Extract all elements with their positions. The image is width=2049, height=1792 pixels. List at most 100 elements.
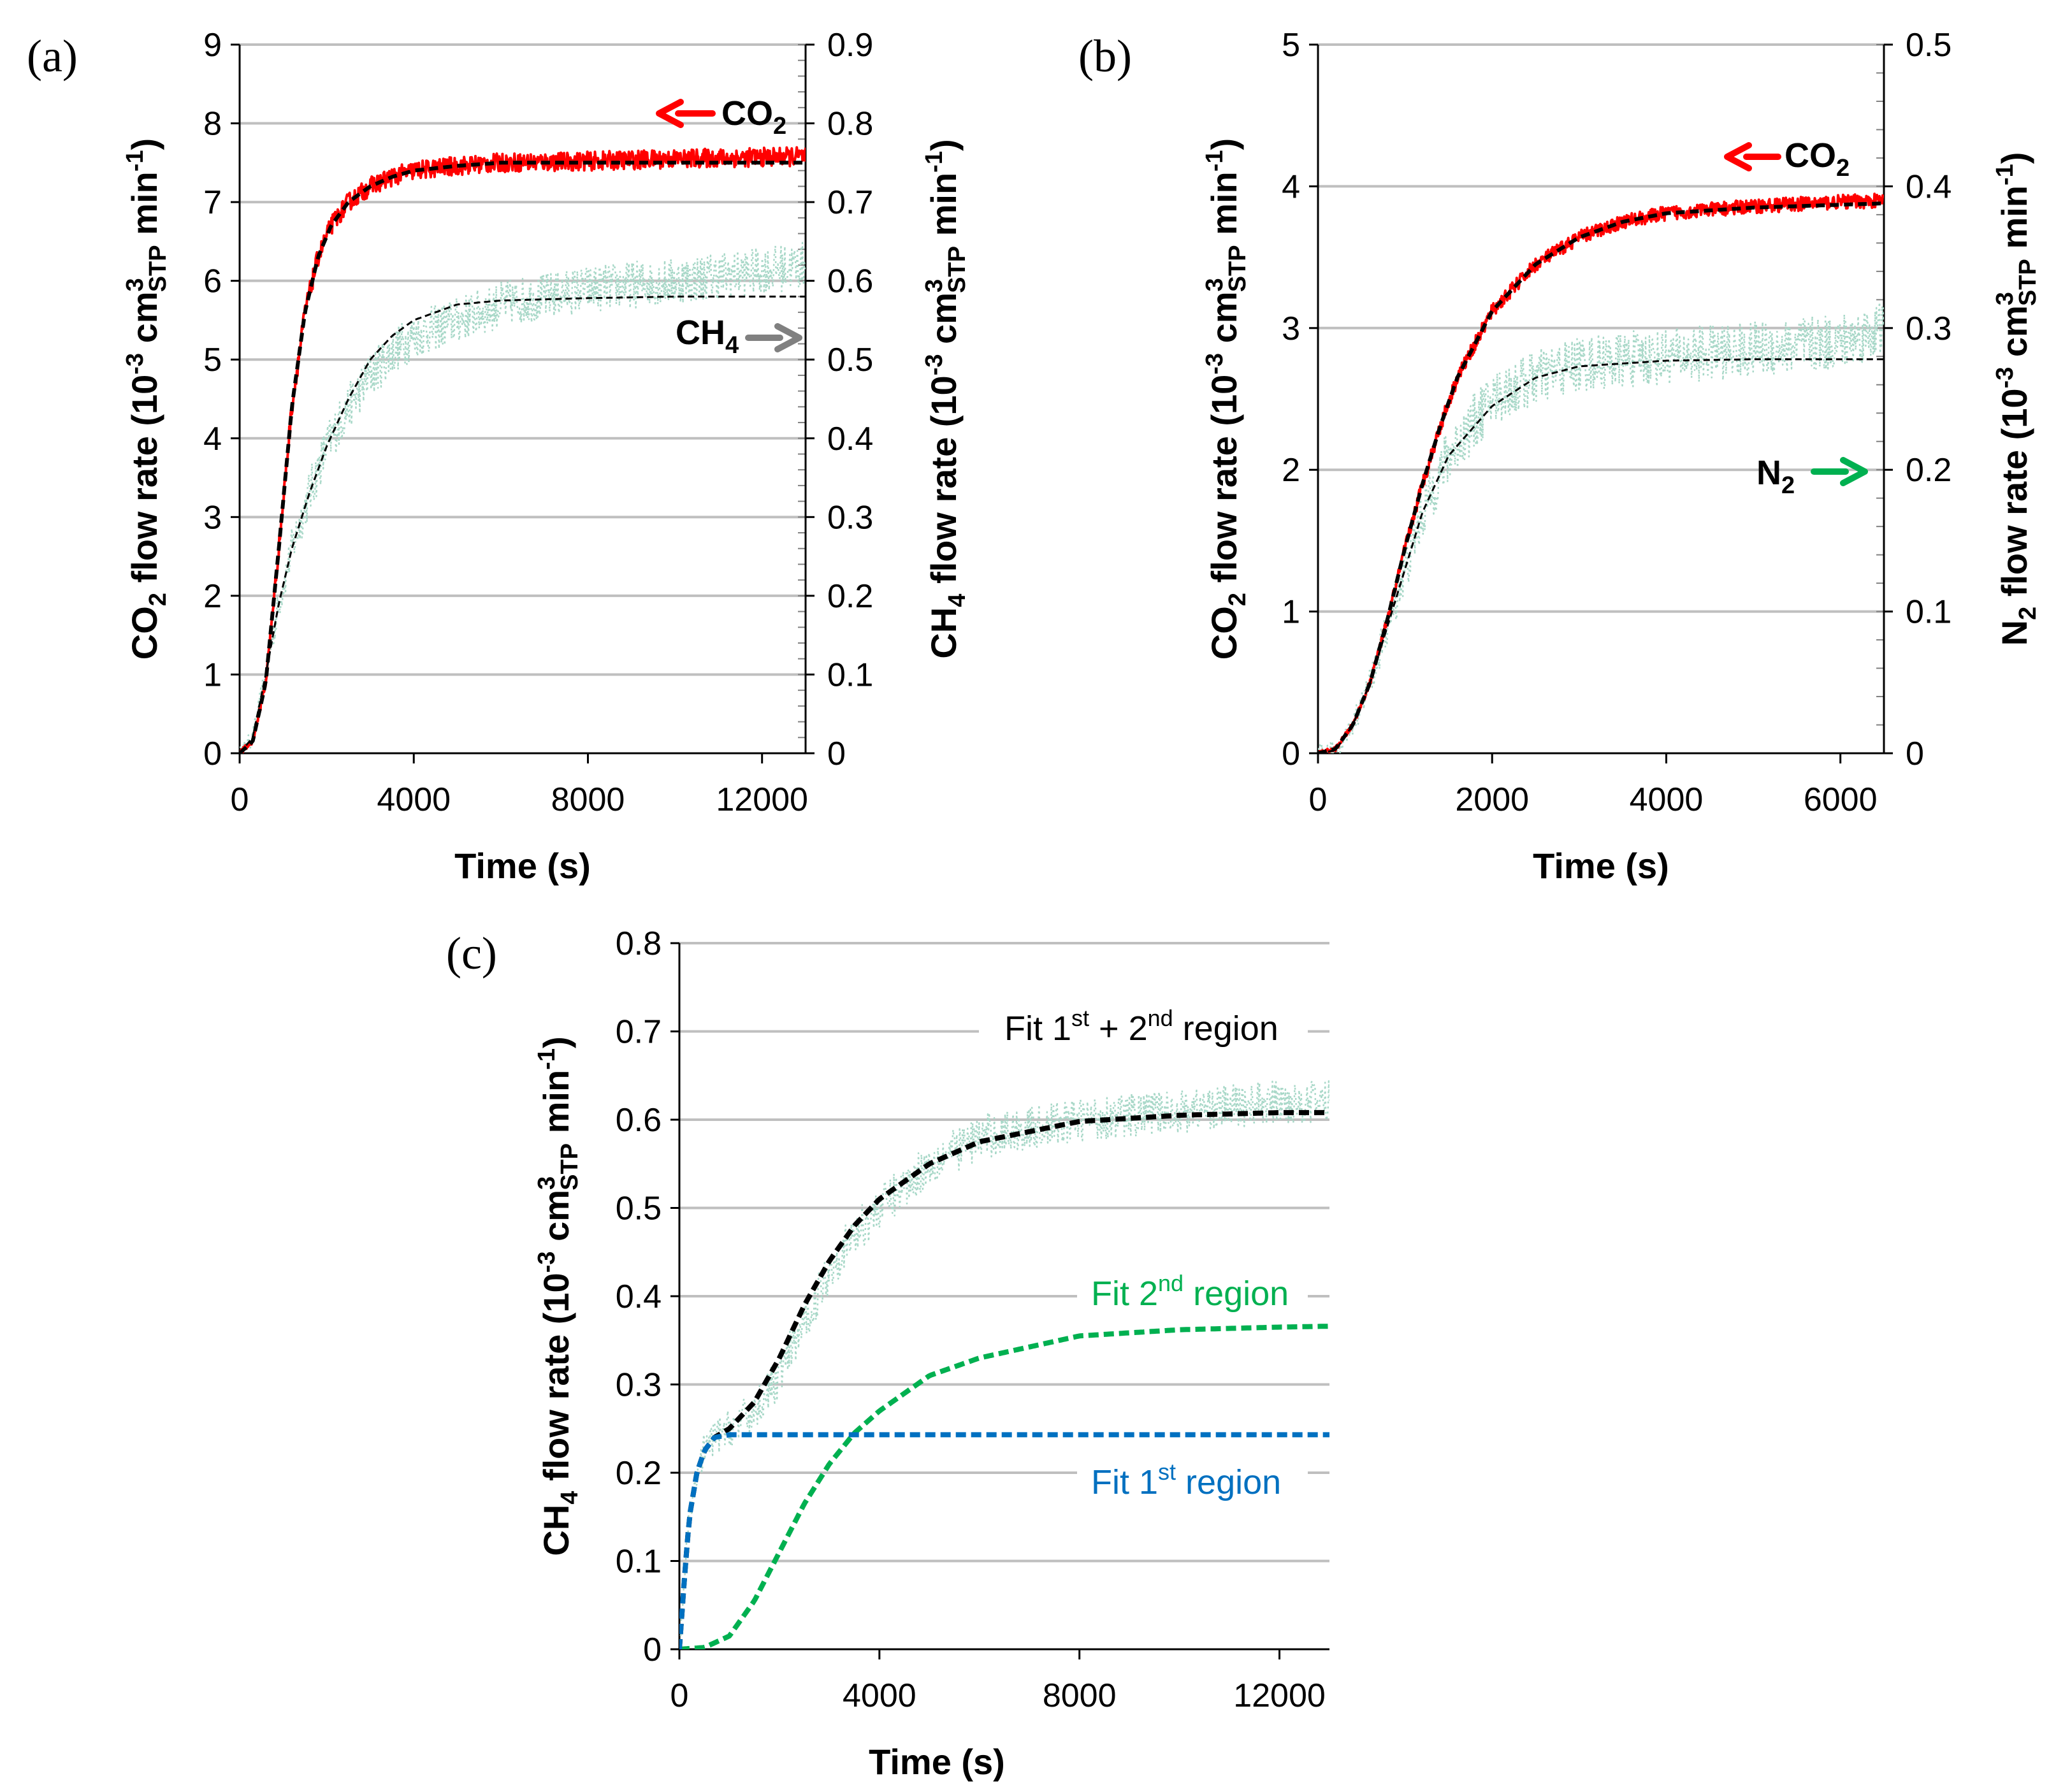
panel-c: (c) 0 0.1 0.2 0.3 0.4 0.5 0.6 0.7 0.8 0 4000 8000 1…	[446, 925, 1329, 1782]
y-tick-label: 0.4	[616, 1278, 662, 1315]
x-tick-label: 12000	[716, 781, 808, 818]
panel-b-x-tick-labels: 0 2000 4000 6000	[1309, 753, 1878, 818]
y-tick-label: 5	[1282, 27, 1300, 64]
panel-a-annotation-co2: CO2	[656, 94, 786, 140]
panel-b-co2-arrow-icon	[1724, 142, 1781, 171]
panel-a-y2-axis-label: CH4 flow rate (10-3 cm3STP min-1)	[921, 139, 971, 658]
panel-b-letter: (b)	[1078, 31, 1132, 82]
x-tick-label: 4000	[377, 781, 451, 818]
panel-b-n2-label: N2	[1756, 454, 1795, 499]
series-ch4-measured	[240, 242, 806, 753]
panel-a-ch4-label: CH4	[676, 314, 739, 359]
x-tick-label: 8000	[1043, 1677, 1117, 1714]
panel-c-x-tick-labels: 0 4000 8000 12000	[670, 1649, 1326, 1714]
series-fit-1st-region	[679, 1432, 1329, 1649]
y-tick-label: 8	[203, 106, 222, 143]
panel-c-fit-2nd-label: Fit 2nd region	[1091, 1270, 1289, 1313]
y2-tick-label: 0.5	[827, 342, 873, 379]
y-tick-label: 0.5	[616, 1190, 662, 1227]
panel-c-y-tick-labels: 0 0.1 0.2 0.3 0.4 0.5 0.6 0.7 0.8	[616, 925, 679, 1668]
y-tick-label: 6	[203, 263, 222, 300]
panel-a-co2-label: CO2	[721, 94, 786, 140]
y-tick-label: 0	[203, 735, 222, 772]
panel-b: (b) 0 1 2 3 4 5 0 0.1 0.2 0.3 0.4 0.5 0 2000 4000 600…	[1078, 27, 2041, 886]
y-tick-label: 0	[643, 1631, 662, 1668]
y-tick-label: 0	[1282, 735, 1300, 772]
series-fit-2nd-region	[679, 1324, 1329, 1649]
y2-tick-label: 0.1	[1906, 594, 1951, 631]
panel-b-minor-ticks	[1876, 44, 1884, 754]
panel-c-y-axis-label: CH4 flow rate (10-3 cm3STP min-1)	[533, 1036, 583, 1556]
panel-c-fit-combined-label: Fit 1st + 2nd region	[1004, 1005, 1278, 1048]
series-ch4-fit	[240, 295, 806, 753]
panel-a-series	[240, 146, 806, 753]
x-tick-label: 8000	[551, 781, 625, 818]
y-tick-label: 1	[1282, 594, 1300, 631]
y2-tick-label: 0.5	[1906, 27, 1951, 64]
panel-a-annotation-ch4: CH4	[676, 314, 802, 359]
panel-b-y2-axis-label: N2 flow rate (10-3 cm3STP min-1)	[1992, 152, 2041, 646]
series-fit-1st-2nd-region	[679, 1109, 1329, 1649]
y-tick-label: 9	[203, 27, 222, 64]
arrow-shape	[745, 323, 802, 352]
panel-b-series	[1318, 192, 1884, 753]
panel-c-series	[679, 1080, 1329, 1649]
panel-b-annotation-n2: N2	[1756, 454, 1868, 499]
panel-a-x-tick-labels: 0 4000 8000 12000	[231, 753, 808, 818]
panel-b-y-tick-labels: 0 1 2 3 4 5	[1282, 27, 1318, 772]
panel-b-x-axis-label: Time (s)	[1533, 846, 1669, 886]
series-co2-measured	[1318, 192, 1884, 753]
panel-b-co2-label: CO2	[1785, 136, 1850, 182]
panel-b-y2-tick-labels: 0 0.1 0.2 0.3 0.4 0.5	[1884, 27, 1951, 772]
panel-b-n2-arrow-icon	[1811, 457, 1868, 486]
y2-tick-label: 0	[1906, 735, 1924, 772]
y2-tick-label: 0.3	[1906, 310, 1951, 347]
y2-tick-label: 0.4	[827, 421, 873, 458]
panel-a-y-tick-labels: 0 1 2 3 4 5 6 7 8 9	[203, 27, 240, 772]
panel-a-ch4-arrow-icon	[745, 323, 802, 352]
series-n2-measured	[1318, 301, 1884, 753]
x-tick-label: 0	[670, 1677, 689, 1714]
panel-a-y2-tick-labels: 0 0.1 0.2 0.3 0.4 0.5 0.6 0.7 0.8 0.9	[806, 27, 873, 772]
panel-a-letter: (a)	[27, 31, 78, 82]
y2-tick-label: 0.2	[827, 578, 873, 615]
x-tick-label: 2000	[1455, 781, 1529, 818]
series-n2-fit	[1318, 358, 1884, 753]
y-tick-label: 0.6	[616, 1102, 662, 1139]
panel-c-label-bg-combined	[979, 1003, 1308, 1054]
panel-a-x-axis-label: Time (s)	[454, 846, 591, 886]
y2-tick-label: 0.7	[827, 184, 873, 221]
y-tick-label: 0.1	[616, 1543, 662, 1580]
panel-b-annotation-co2: CO2	[1724, 136, 1850, 182]
panel-c-label-bg-1st	[1077, 1457, 1308, 1508]
x-tick-label: 6000	[1804, 781, 1878, 818]
y-tick-label: 2	[203, 578, 222, 615]
y2-tick-label: 0.8	[827, 106, 873, 143]
series-co2-measured	[240, 146, 806, 753]
panel-c-label-bg-2nd	[1077, 1268, 1308, 1319]
y-tick-label: 5	[203, 342, 222, 379]
y-tick-label: 0.8	[616, 925, 662, 962]
panel-a-co2-arrow-icon	[656, 99, 716, 128]
y-tick-label: 0.2	[616, 1455, 662, 1492]
y2-tick-label: 0	[827, 735, 846, 772]
y2-tick-label: 0.4	[1906, 168, 1951, 205]
arrow-shape	[1724, 142, 1781, 171]
arrow-shape	[656, 99, 716, 128]
panel-a-gridlines	[240, 43, 806, 676]
x-tick-label: 12000	[1233, 1677, 1326, 1714]
x-tick-label: 0	[231, 781, 249, 818]
y2-tick-label: 0.1	[827, 656, 873, 693]
panel-a: (a) 0 1 2 3 4 5 6 7 8 9 0 0.1 0.2 0.3 0.4 0.5 0.6 0.7 0.8…	[27, 27, 971, 886]
panel-b-y-axis-label: CO2 flow rate (10-3 cm3STP min-1)	[1201, 138, 1251, 660]
x-tick-label: 0	[1309, 781, 1328, 818]
panel-c-letter: (c)	[446, 928, 497, 979]
series-co2-fit	[240, 161, 806, 753]
y-tick-label: 7	[203, 184, 222, 221]
series-co2-fit	[1318, 201, 1884, 753]
y-tick-label: 3	[1282, 310, 1300, 347]
y2-tick-label: 0.2	[1906, 452, 1951, 489]
x-tick-label: 4000	[1630, 781, 1704, 818]
panel-c-x-axis-label: Time (s)	[869, 1742, 1005, 1782]
